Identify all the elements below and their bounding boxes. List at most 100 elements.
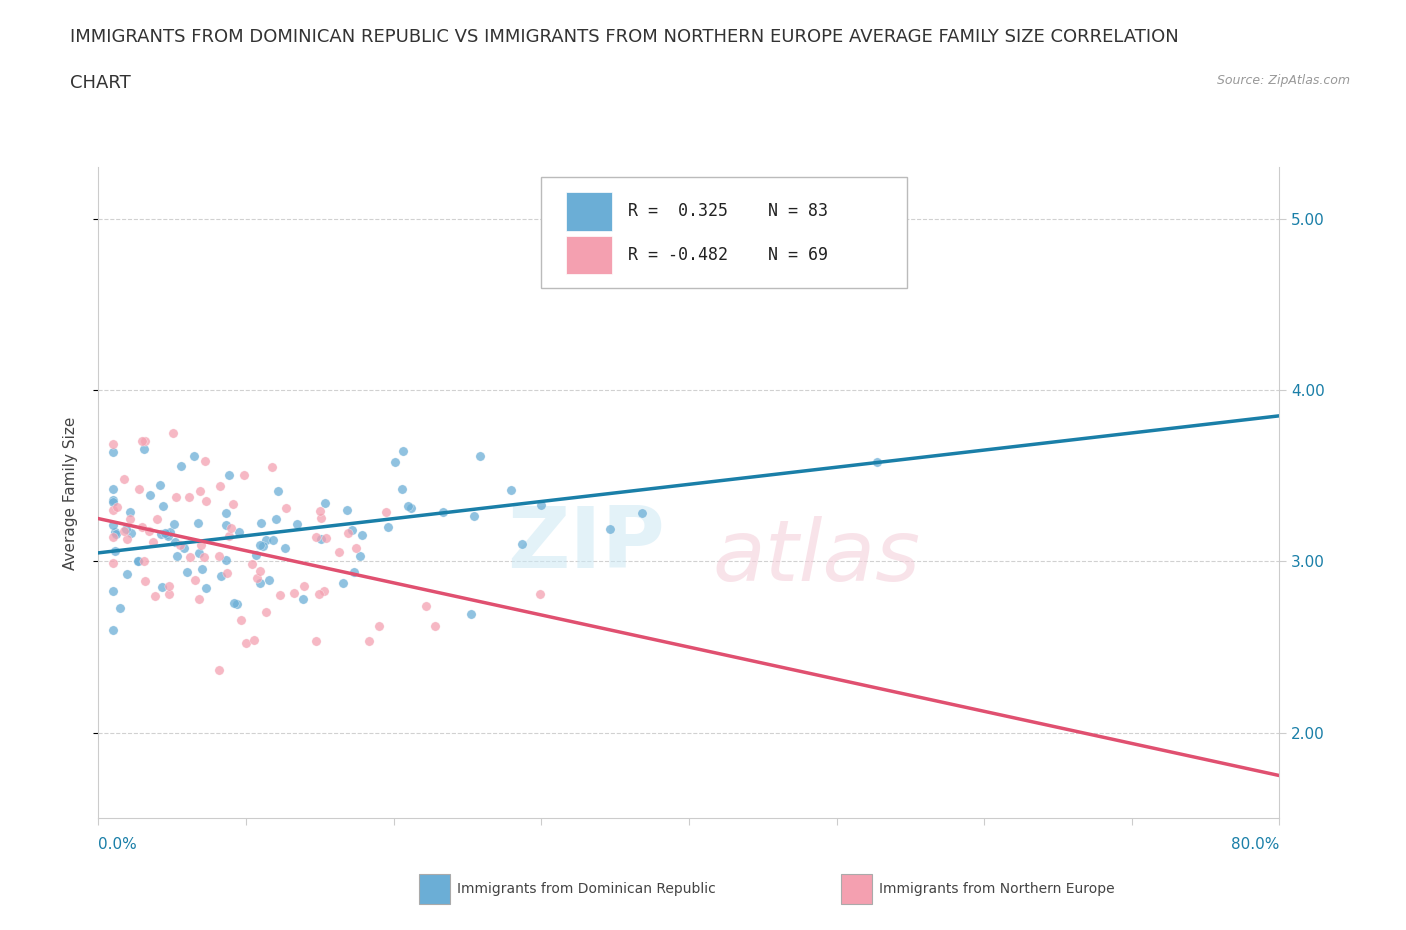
Point	[215, 553, 238, 568]
Point	[865, 454, 887, 469]
Point	[131, 519, 153, 534]
Point	[103, 445, 125, 459]
Point	[103, 622, 125, 637]
Point	[152, 498, 174, 513]
Point	[132, 442, 155, 457]
Point	[463, 508, 485, 523]
Point	[120, 525, 142, 540]
Point	[166, 548, 188, 563]
Point	[332, 576, 354, 591]
Point	[128, 481, 150, 496]
Point	[328, 544, 350, 559]
Point	[314, 495, 336, 510]
Point	[170, 458, 193, 473]
Point	[337, 525, 360, 540]
Point	[312, 583, 335, 598]
Point	[190, 562, 212, 577]
Point	[367, 618, 389, 633]
Point	[131, 433, 153, 448]
Point	[120, 512, 142, 527]
Point	[104, 526, 127, 541]
Point	[188, 545, 211, 560]
Point	[157, 587, 180, 602]
Point	[630, 505, 652, 520]
Point	[194, 454, 217, 469]
Point	[218, 468, 240, 483]
Point	[184, 573, 207, 588]
Text: R = -0.482    N = 69: R = -0.482 N = 69	[627, 246, 828, 264]
Point	[195, 494, 218, 509]
Point	[103, 502, 125, 517]
Point	[222, 596, 245, 611]
Point	[104, 544, 127, 559]
Point	[415, 599, 437, 614]
Point	[375, 505, 398, 520]
Point	[208, 663, 231, 678]
Point	[262, 459, 284, 474]
Text: Immigrants from Northern Europe: Immigrants from Northern Europe	[879, 882, 1115, 897]
Text: Source: ZipAtlas.com: Source: ZipAtlas.com	[1216, 74, 1350, 87]
Point	[350, 527, 373, 542]
Point	[309, 511, 332, 525]
Point	[127, 553, 149, 568]
Point	[242, 632, 264, 647]
Point	[114, 472, 136, 486]
Point	[228, 525, 250, 539]
Point	[512, 537, 534, 551]
Point	[190, 538, 212, 552]
Point	[176, 565, 198, 579]
FancyBboxPatch shape	[567, 193, 612, 231]
Point	[148, 477, 170, 492]
Point	[357, 633, 380, 648]
Point	[249, 564, 271, 578]
Point	[468, 448, 491, 463]
Point	[138, 524, 160, 538]
Point	[117, 532, 139, 547]
Point	[292, 578, 315, 593]
Point	[240, 556, 263, 571]
Point	[399, 500, 422, 515]
Point	[396, 498, 419, 513]
Point	[138, 488, 160, 503]
Point	[501, 483, 523, 498]
Point	[266, 512, 288, 526]
Text: CHART: CHART	[70, 74, 131, 92]
Point	[103, 493, 125, 508]
Point	[292, 591, 315, 606]
Point	[274, 501, 297, 516]
Point	[285, 517, 308, 532]
Point	[146, 512, 169, 526]
Point	[219, 521, 242, 536]
Y-axis label: Average Family Size: Average Family Size	[63, 417, 77, 569]
Point	[460, 606, 482, 621]
Point	[304, 633, 326, 648]
Point	[308, 587, 330, 602]
Text: Immigrants from Dominican Republic: Immigrants from Dominican Republic	[457, 882, 716, 897]
Point	[215, 518, 238, 533]
Point	[163, 516, 186, 531]
Point	[249, 538, 271, 552]
FancyBboxPatch shape	[541, 178, 907, 288]
Point	[346, 540, 368, 555]
Point	[392, 444, 415, 458]
Text: atlas: atlas	[713, 516, 921, 600]
Point	[188, 484, 211, 498]
Point	[349, 549, 371, 564]
Point	[273, 540, 295, 555]
Point	[254, 533, 277, 548]
Point	[269, 588, 291, 603]
Text: 0.0%: 0.0%	[98, 837, 138, 852]
Point	[150, 579, 173, 594]
Point	[218, 529, 240, 544]
Point	[246, 571, 269, 586]
Point	[250, 516, 273, 531]
Point	[165, 535, 187, 550]
Point	[173, 541, 195, 556]
Point	[105, 499, 128, 514]
Point	[108, 600, 131, 615]
Point	[315, 531, 337, 546]
Point	[343, 565, 366, 579]
Point	[423, 618, 446, 633]
Point	[187, 592, 209, 607]
Point	[169, 538, 191, 552]
